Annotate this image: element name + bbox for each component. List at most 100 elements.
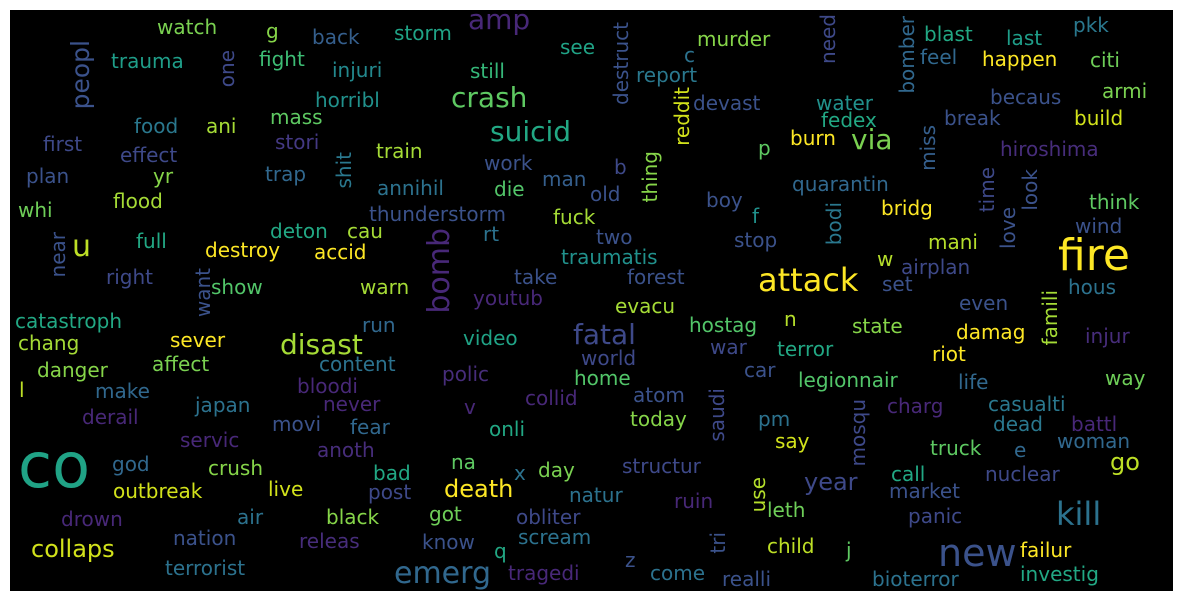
word-content: content [319, 352, 396, 376]
word-terrorist: terrorist [165, 556, 246, 580]
word-make: make [95, 379, 150, 403]
word-fear: fear [350, 415, 390, 439]
word-anoth: anoth [317, 438, 375, 462]
word-g: g [266, 19, 279, 43]
word-still: still [470, 59, 505, 83]
word-l: l [19, 378, 25, 402]
word-affect: affect [152, 352, 210, 376]
word-flood: flood [113, 189, 163, 213]
word-co: co [18, 429, 91, 502]
word-riot: riot [932, 342, 966, 366]
word-f: f [752, 204, 760, 228]
word-time: time [975, 167, 999, 213]
word-injur: injur [1085, 324, 1130, 348]
word-panic: panic [908, 504, 963, 528]
word-catastroph: catastroph [15, 309, 123, 333]
word-bodi: bodi [822, 202, 846, 246]
word-effect: effect [120, 143, 178, 167]
word-destruct: destruct [609, 22, 633, 105]
word-feel: feel [920, 45, 958, 69]
word-burn: burn [790, 126, 836, 150]
word-mosqu: mosqu [846, 399, 870, 467]
word-kill: kill [1056, 495, 1102, 533]
word-plan: plan [26, 164, 70, 188]
word-see: see [560, 35, 596, 59]
word-state: state [852, 314, 903, 338]
word-fatal: fatal [573, 318, 636, 351]
word-danger: danger [37, 358, 108, 382]
word-dead: dead [993, 412, 1043, 436]
word-tragedi: tragedi [508, 561, 580, 585]
word-blast: blast [924, 22, 973, 46]
word-collaps: collaps [31, 535, 115, 563]
word-car: car [744, 358, 776, 382]
word-tri: tri [706, 532, 730, 554]
word-charg: charg [887, 394, 944, 418]
word-cloud: co fire new attack kill bomb emerg disas… [10, 10, 1173, 591]
word-failur: failur [1020, 538, 1072, 562]
word-citi: citi [1090, 48, 1120, 72]
word-hous: hous [1068, 275, 1117, 299]
word-work: work [484, 151, 533, 175]
word-storm: storm [394, 21, 452, 45]
word-world: world [581, 346, 637, 370]
word-even: even [959, 291, 1009, 315]
word-truck: truck [930, 436, 982, 460]
word-bomber: bomber [895, 16, 919, 94]
word-devast: devast [693, 91, 761, 115]
word-via: via [851, 123, 893, 156]
word-amp: amp [468, 10, 531, 36]
word-famili: famili [1038, 290, 1062, 346]
word-pm: pm [758, 407, 791, 431]
word-die: die [494, 177, 525, 201]
word-ani: ani [206, 114, 237, 138]
word-outbreak: outbreak [113, 479, 203, 503]
word-crush: crush [208, 456, 263, 480]
word-e: e [1014, 438, 1027, 462]
word-year: year [804, 468, 858, 496]
word-stop: stop [734, 228, 778, 252]
word-fire: fire [1058, 230, 1130, 281]
word-today: today [630, 407, 687, 431]
word-take: take [514, 265, 558, 289]
word-man: man [542, 167, 587, 191]
word-miss: miss [916, 125, 940, 171]
word-child: child [767, 534, 815, 558]
word-onli: onli [489, 417, 526, 441]
word-watch: watch [157, 15, 218, 39]
word-realli: realli [722, 567, 772, 591]
word-hiroshima: hiroshima [1000, 137, 1099, 161]
word-trap: trap [265, 162, 307, 186]
word-n: n [784, 307, 797, 331]
word-new: new [938, 531, 1017, 575]
word-full: full [136, 229, 167, 253]
word-want: want [191, 268, 215, 318]
word-bioterror: bioterror [872, 567, 959, 591]
word-two: two [596, 225, 633, 249]
word-life: life [958, 370, 989, 394]
word-fight: fight [259, 47, 305, 71]
word-home: home [574, 366, 631, 390]
word-traumatis: traumatis [561, 245, 658, 269]
word-way: way [1105, 366, 1146, 390]
word-attack: attack [758, 261, 859, 299]
word-becaus: becaus [990, 85, 1062, 109]
word-z: z [625, 548, 636, 572]
word-right: right [106, 265, 153, 289]
word-annihil: annihil [377, 176, 444, 200]
word-drown: drown [61, 507, 123, 531]
word-run: run [362, 313, 396, 337]
word-never: never [323, 392, 381, 416]
word-show: show [211, 275, 263, 299]
word-peopl: peopl [66, 40, 95, 110]
word-accid: accid [314, 240, 367, 264]
word-deton: deton [270, 219, 328, 243]
word-leth: leth [767, 498, 806, 522]
word-scream: scream [518, 525, 592, 549]
word-natur: natur [569, 483, 623, 507]
word-fedex: fedex [821, 108, 877, 132]
word-mani: mani [928, 230, 978, 254]
word-w: w [877, 247, 894, 271]
word-build: build [1074, 106, 1124, 130]
word-one: one [215, 50, 239, 88]
